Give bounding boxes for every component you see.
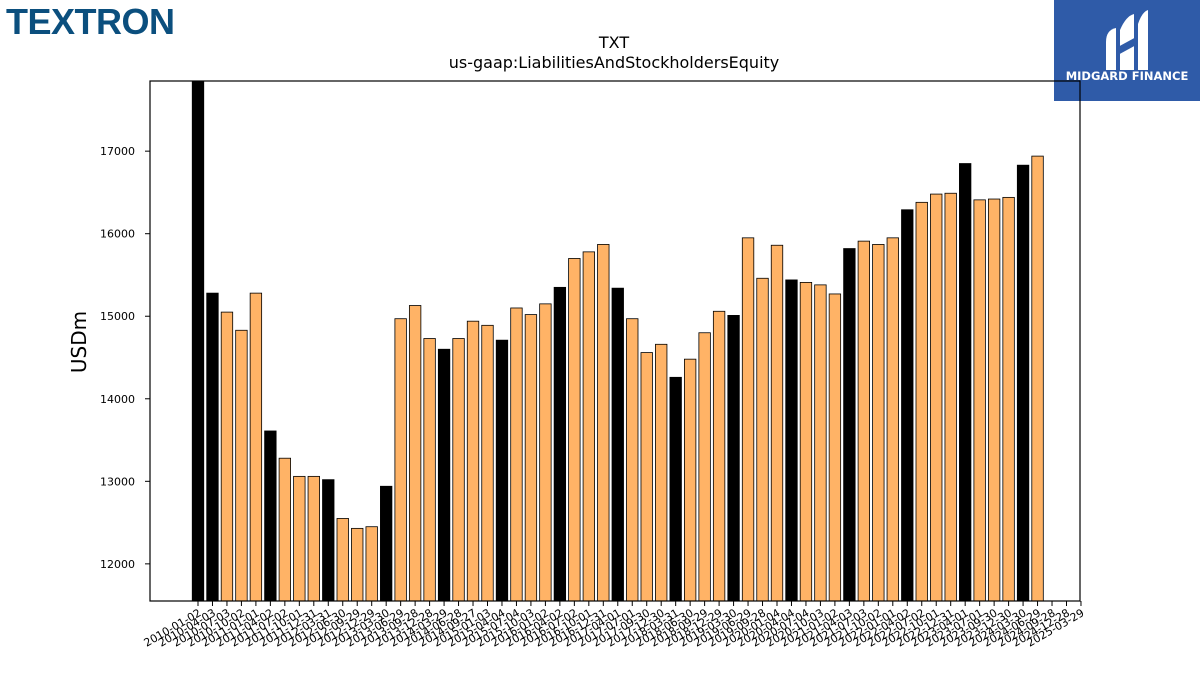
bar-2012-06-30 (336, 518, 349, 602)
bar-2020-01-04 (770, 244, 784, 602)
bar-2017-12-30 (655, 343, 668, 602)
x-axis-ticks: 2010-01-022010-04-032010-07-032010-10-02… (142, 601, 1086, 650)
bar-2010-04-03 (206, 292, 219, 602)
midgard-finance-label: MIDGARD FINANCE (1065, 69, 1189, 83)
bar-2016-10-01 (582, 251, 595, 602)
bar-2014-03-29 (437, 348, 451, 602)
bar-2011-10-01 (293, 475, 306, 602)
bar-2020-10-03 (814, 284, 827, 602)
bar-2010-01-02 (191, 80, 205, 602)
textron-logo: TEXTRON (6, 1, 175, 42)
plot-area-frame (149, 80, 1081, 602)
bar-2018-09-29 (698, 332, 711, 602)
y-tick-label: 15000 (100, 310, 135, 323)
bar-2023-09-30 (987, 198, 1001, 602)
bar-2011-12-31 (307, 475, 320, 602)
bar-2016-07-02 (568, 258, 581, 602)
bar-2018-06-30 (684, 358, 697, 602)
bar-2022-01-01 (886, 237, 899, 602)
bar-2019-03-30 (727, 315, 740, 602)
bar-2015-07-04 (510, 307, 523, 602)
bar-2022-12-31 (944, 192, 957, 602)
bar-2023-04-01 (959, 163, 972, 602)
midgard-finance-logo: MIDGARD FINANCE (1054, 0, 1200, 101)
bar-2021-10-02 (872, 244, 885, 602)
bar-2020-04-04 (785, 279, 798, 602)
y-tick-label: 14000 (100, 393, 135, 406)
chart-title: TXT (598, 33, 629, 52)
bar-2015-10-03 (524, 314, 538, 602)
bar-2017-09-30 (640, 352, 653, 602)
bar-2011-04-02 (264, 430, 277, 602)
bar-2024-03-30 (1016, 164, 1030, 602)
y-axis-ticks: 12000 13000 14000 15000 16000 17000 (100, 145, 150, 571)
y-tick-label: 16000 (100, 228, 135, 241)
bar-2017-04-01 (611, 287, 624, 602)
bar-2024-06-29 (1031, 155, 1044, 602)
bar-2012-03-31 (322, 479, 335, 602)
bar-2014-09-27 (466, 320, 480, 602)
bar-2013-12-28 (423, 338, 436, 602)
midgard-mark-icon (1106, 10, 1148, 70)
bar-2015-04-04 (495, 339, 509, 602)
y-axis-label: USDm (67, 311, 91, 373)
bar-2022-07-02 (915, 201, 928, 602)
bar-2019-06-29 (741, 237, 755, 602)
bar-2011-07-02 (278, 457, 292, 602)
y-tick-label: 12000 (100, 558, 135, 571)
bar-2010-07-03 (220, 311, 234, 602)
bar-2013-06-29 (394, 318, 407, 602)
bar-2018-03-31 (669, 376, 682, 602)
bar-2021-01-02 (828, 293, 842, 602)
bar-2014-06-28 (452, 338, 465, 602)
bars-group (191, 80, 1044, 602)
y-tick-label: 13000 (100, 475, 135, 488)
bar-2012-12-29 (365, 526, 378, 602)
bar-2018-12-29 (712, 310, 726, 602)
bar-2020-07-04 (799, 281, 813, 602)
bar-2017-07-01 (626, 318, 639, 602)
bar-2013-03-30 (380, 485, 393, 602)
bar-2016-04-02 (553, 286, 567, 602)
bar-2021-07-03 (857, 240, 870, 602)
bar-2021-04-03 (843, 248, 856, 602)
bar-2016-12-31 (597, 244, 610, 602)
bar-2013-09-28 (408, 305, 422, 602)
bar-2015-01-03 (481, 324, 494, 602)
bar-2022-04-02 (901, 209, 914, 602)
bar-2010-10-02 (235, 329, 248, 602)
y-tick-label: 17000 (100, 145, 135, 158)
bar-2016-01-02 (539, 303, 552, 602)
bar-2012-09-29 (351, 527, 364, 602)
bar-2019-09-28 (756, 277, 769, 602)
bar-2023-12-30 (1002, 196, 1015, 602)
bar-2011-01-01 (249, 292, 263, 602)
chart-subtitle: us-gaap:LiabilitiesAndStockholdersEquity (449, 53, 780, 72)
bar-2022-10-01 (930, 193, 943, 602)
bar-2023-07-01 (973, 199, 986, 602)
